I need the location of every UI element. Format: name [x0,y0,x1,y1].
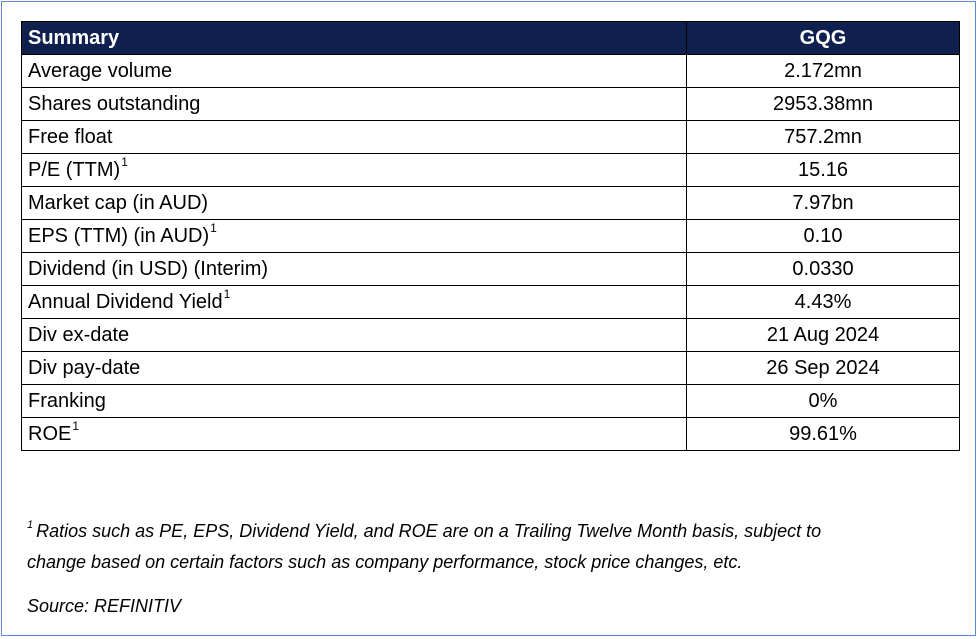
row-label-text: Div ex-date [28,324,130,346]
row-label: Div pay-date [21,351,687,385]
row-label-text: Annual Dividend Yield [28,291,223,313]
footnote-reference: 1 [121,155,128,169]
table-row: Div ex-date 21 Aug 2024 [21,318,960,352]
row-label-text: ROE [28,423,72,445]
row-label-text: Franking [28,390,106,412]
row-label-text: Average volume [28,60,173,82]
row-value: 4.43% [686,285,960,319]
table-header-row: Summary GQG [21,21,960,55]
row-value: 7.97bn [686,186,960,220]
row-label: Annual Dividend Yield1 [21,285,687,319]
row-label-text: Free float [28,126,113,148]
footnote-reference: 1 [210,221,217,235]
summary-table: Summary GQG Average volume 2.172mn Shares … [21,21,960,451]
row-label-text: Dividend (in USD) (Interim) [28,258,269,280]
row-label: Average volume [21,54,687,88]
row-value: 757.2mn [686,120,960,154]
table-row: Average volume 2.172mn [21,54,960,88]
table-row: EPS (TTM) (in AUD)1 0.10 [21,219,960,253]
row-label: Dividend (in USD) (Interim) [21,252,687,286]
footnote-reference: 1 [72,419,80,433]
header-summary: Summary [21,21,687,55]
row-value: 0.10 [686,219,960,253]
table-row: P/E (TTM)1 15.16 [21,153,960,187]
row-label-text: EPS (TTM) (in AUD) [28,225,210,247]
table-row: Shares outstanding 2953.38mn [21,87,960,121]
table-row: Annual Dividend Yield1 4.43% [21,285,960,319]
row-value: 0.0330 [686,252,960,286]
footnote-reference: 1 [223,287,231,301]
footnote: 1 Ratios such as PE, EPS, Dividend Yield,… [27,516,947,578]
table-row: ROE1 99.61% [21,417,960,451]
row-label: Shares outstanding [21,87,687,121]
table-row: Free float 757.2mn [21,120,960,154]
footnote-line-2: change based on certain factors such as … [27,552,743,572]
footnote-text-1: Ratios such as PE, EPS, Dividend Yield, … [36,521,822,541]
row-label-text: P/E (TTM) [28,159,121,181]
row-label: P/E (TTM)1 [21,153,687,187]
row-label-text: Div pay-date [28,357,141,379]
row-label: Franking [21,384,687,418]
footnote-line-1: 1 Ratios such as PE, EPS, Dividend Yield,… [27,516,947,547]
row-label: ROE1 [21,417,687,451]
row-value: 99.61% [686,417,960,451]
header-ticker: GQG [686,21,960,55]
row-value: 26 Sep 2024 [686,351,960,385]
row-label-text: Shares outstanding [28,93,201,115]
row-label: Div ex-date [21,318,687,352]
row-label: Market cap (in AUD) [21,186,687,220]
table-row: Dividend (in USD) (Interim) 0.0330 [21,252,960,286]
source-note: Source: REFINITIV [27,596,182,616]
row-value: 2953.38mn [686,87,960,121]
row-label-text: Market cap (in AUD) [28,192,209,214]
table-row: Market cap (in AUD) 7.97bn [21,186,960,220]
table-row: Franking 0% [21,384,960,418]
row-value: 0% [686,384,960,418]
row-label: EPS (TTM) (in AUD)1 [21,219,687,253]
row-label: Free float [21,120,687,154]
row-value: 21 Aug 2024 [686,318,960,352]
table-row: Div pay-date 26 Sep 2024 [21,351,960,385]
footnote-marker: 1 [27,519,34,531]
row-value: 15.16 [686,153,960,187]
row-value: 2.172mn [686,54,960,88]
